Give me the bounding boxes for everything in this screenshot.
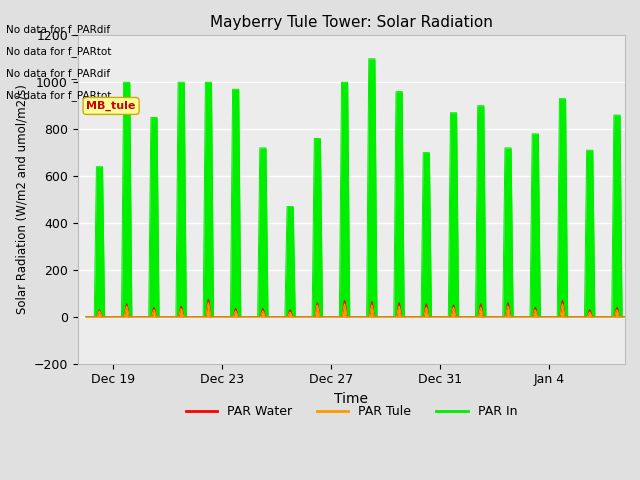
Text: No data for f_PARdif: No data for f_PARdif — [6, 68, 111, 79]
Title: Mayberry Tule Tower: Solar Radiation: Mayberry Tule Tower: Solar Radiation — [210, 15, 493, 30]
Text: MB_tule: MB_tule — [86, 101, 136, 111]
Text: No data for f_PARtot: No data for f_PARtot — [6, 90, 112, 101]
Text: No data for f_PARtot: No data for f_PARtot — [6, 46, 112, 57]
Text: No data for f_PARdif: No data for f_PARdif — [6, 24, 111, 35]
X-axis label: Time: Time — [334, 392, 369, 406]
Legend: PAR Water, PAR Tule, PAR In: PAR Water, PAR Tule, PAR In — [180, 400, 522, 423]
Y-axis label: Solar Radiation (W/m2 and umol/m2/s): Solar Radiation (W/m2 and umol/m2/s) — [15, 84, 28, 314]
